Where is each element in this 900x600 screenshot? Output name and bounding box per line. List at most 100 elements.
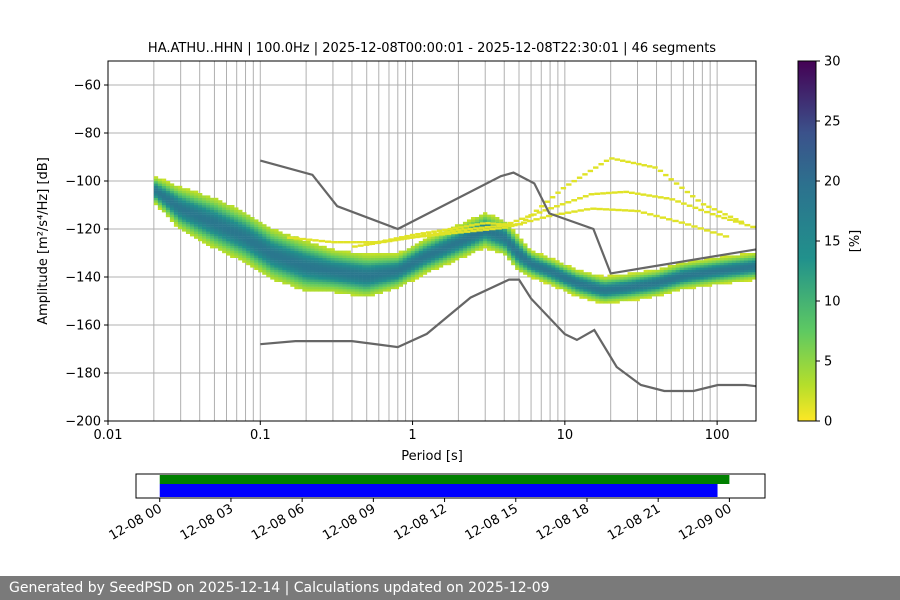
heatmap-cell <box>527 269 532 273</box>
heatmap-cell <box>181 221 187 225</box>
heatmap-cell <box>647 289 652 292</box>
heatmap-cell <box>643 274 648 278</box>
heatmap-cell <box>234 229 239 232</box>
heatmap-cell <box>314 255 319 258</box>
heatmap-cell <box>165 200 171 203</box>
heatmap-cell <box>286 233 291 237</box>
heatmap-cell <box>747 272 753 275</box>
heatmap-cell <box>350 291 355 294</box>
heatmap-cell <box>350 257 355 261</box>
heatmap-cell <box>703 267 709 270</box>
heatmap-cell <box>571 291 576 294</box>
heatmap-cell <box>470 236 476 239</box>
heatmap-cell <box>582 195 589 198</box>
heatmap-cell <box>647 274 652 278</box>
heatmap-cell <box>566 183 572 186</box>
heatmap-cell <box>258 257 263 261</box>
heatmap-cell <box>434 257 440 261</box>
heatmap-cell <box>153 202 159 206</box>
heatmap-cell <box>655 289 660 292</box>
heatmap-cell <box>414 260 420 263</box>
heatmap-cell <box>370 293 375 297</box>
heatmap-cell <box>242 212 247 215</box>
heatmap-cell <box>607 298 612 302</box>
heatmap-cell <box>707 279 713 282</box>
heatmap-cell <box>306 269 311 273</box>
heatmap-cell <box>181 193 187 196</box>
heatmap-cell <box>515 236 520 239</box>
heatmap-cell <box>278 277 283 280</box>
heatmap-cell <box>527 267 532 270</box>
heatmap-cell <box>410 279 416 282</box>
heatmap-cell <box>595 281 600 285</box>
heatmap-cell <box>238 253 243 256</box>
heatmap-cell <box>378 262 383 266</box>
heatmap-cell <box>483 238 488 242</box>
heatmap-cell <box>511 262 516 266</box>
heatmap-cell <box>202 205 207 208</box>
heatmap-cell <box>619 277 624 280</box>
heatmap-cell <box>318 239 325 243</box>
heatmap-cell <box>635 296 640 299</box>
heatmap-cell <box>334 253 339 256</box>
heatmap-cell <box>495 245 500 249</box>
heatmap-cell <box>719 265 725 268</box>
heatmap-cell <box>402 277 408 280</box>
heatmap-cell <box>546 214 553 218</box>
heatmap-cell <box>218 236 223 239</box>
heatmap-cell <box>567 274 572 278</box>
heatmap-cell <box>286 255 291 258</box>
heatmap-cell <box>615 284 620 287</box>
heatmap-cell <box>587 296 592 299</box>
heatmap-cell <box>246 231 251 234</box>
heatmap-cell <box>390 281 396 285</box>
heatmap-cell <box>751 262 756 266</box>
heatmap-cell <box>719 281 725 285</box>
heatmap-cell <box>398 260 404 263</box>
heatmap-cell <box>543 277 548 280</box>
heatmap-cell <box>723 272 729 275</box>
heatmap-cell <box>234 241 239 244</box>
heatmap-cell <box>571 272 576 275</box>
heatmap-cell <box>406 279 412 282</box>
heatmap-cell <box>559 265 564 268</box>
heatmap-cell <box>370 257 375 261</box>
heatmap-cell <box>262 265 267 268</box>
heatmap-cell <box>157 205 163 208</box>
heatmap-cell <box>330 272 335 275</box>
heatmap-cell <box>177 212 183 215</box>
heatmap-cell <box>185 217 191 220</box>
heatmap-cell <box>404 234 410 238</box>
heatmap-cell <box>218 245 223 249</box>
heatmap-cell <box>358 267 363 270</box>
heatmap-cell <box>699 277 705 280</box>
heatmap-cell <box>579 293 584 297</box>
heatmap-cell <box>487 214 492 218</box>
heatmap-cell <box>210 221 215 225</box>
heatmap-cell <box>250 236 255 239</box>
heatmap-cell <box>535 255 540 258</box>
heatmap-cell <box>350 260 355 263</box>
heatmap-cell <box>716 210 723 214</box>
heatmap-cell <box>619 293 624 297</box>
heatmap-cell <box>326 289 331 292</box>
heatmap-cell <box>226 243 231 246</box>
heatmap-cell <box>430 243 436 246</box>
heatmap-cell <box>686 204 693 207</box>
heatmap-cell <box>246 219 251 222</box>
heatmap-cell <box>723 255 729 258</box>
heatmap-cell <box>675 286 681 290</box>
heatmap-cell <box>366 262 371 266</box>
heatmap-cell <box>338 281 343 285</box>
heatmap-cell <box>314 267 319 270</box>
heatmap-cell <box>234 219 239 222</box>
heatmap-cell <box>202 212 207 215</box>
heatmap-cell <box>366 286 371 290</box>
heatmap-cell <box>290 274 295 278</box>
heatmap-cell <box>350 253 355 256</box>
heatmap-cell <box>551 267 556 270</box>
heatmap-cell <box>434 267 440 270</box>
heatmap-cell <box>374 274 379 278</box>
heatmap-cell <box>318 250 323 254</box>
heatmap-cell <box>314 243 319 246</box>
